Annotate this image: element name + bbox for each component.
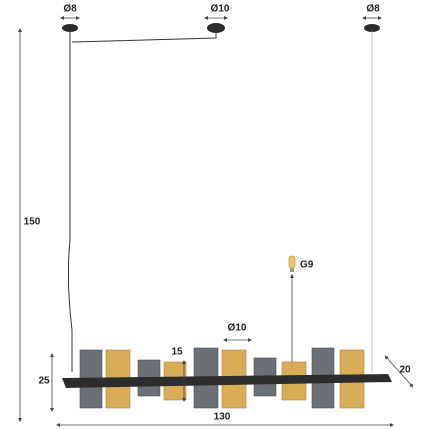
label: Ø10 xyxy=(228,323,247,334)
frame xyxy=(62,374,392,388)
label: G9 xyxy=(300,260,314,271)
canopies xyxy=(60,16,382,33)
label: 130 xyxy=(214,412,231,423)
label: 15 xyxy=(171,347,183,358)
label: 150 xyxy=(24,217,41,228)
bulb xyxy=(288,255,296,370)
label: 20 xyxy=(399,365,411,376)
label: Ø10 xyxy=(211,4,230,15)
label: 25 xyxy=(38,376,50,387)
label: Ø8 xyxy=(63,4,77,15)
dimension-line xyxy=(384,355,414,388)
label: Ø8 xyxy=(366,4,380,15)
wires xyxy=(67,30,373,372)
